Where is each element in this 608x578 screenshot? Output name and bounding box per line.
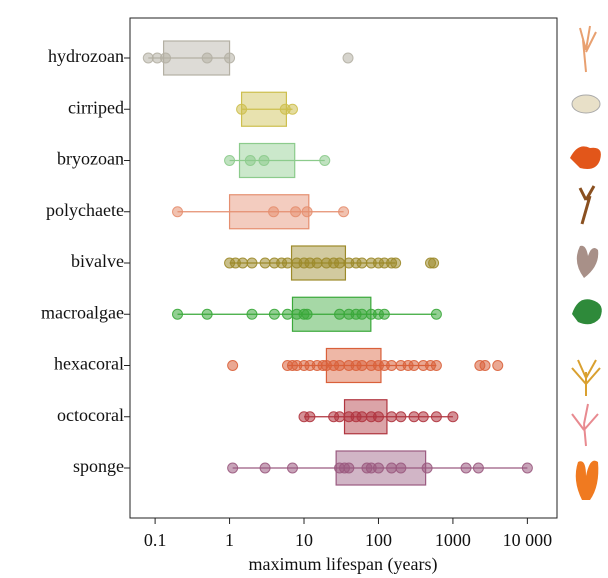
point xyxy=(246,308,258,320)
x-tick-label: 10 xyxy=(295,530,313,550)
icon-bryozoan xyxy=(570,146,601,169)
category-label: cirriped xyxy=(68,97,124,117)
x-axis-label: maximum lifespan (years) xyxy=(249,554,438,575)
point xyxy=(142,52,154,64)
point xyxy=(342,52,354,64)
point xyxy=(334,308,346,320)
point xyxy=(224,155,236,166)
x-tick-label: 1 xyxy=(225,530,234,550)
point xyxy=(408,360,420,371)
box xyxy=(162,40,231,76)
point xyxy=(236,103,248,115)
point xyxy=(356,411,368,423)
point xyxy=(417,411,429,423)
icon-cirriped xyxy=(571,94,601,114)
icons xyxy=(570,25,602,500)
point xyxy=(430,308,442,320)
point xyxy=(372,411,384,423)
point xyxy=(430,360,442,371)
point xyxy=(281,308,293,320)
point xyxy=(492,360,504,371)
point xyxy=(246,257,258,269)
point xyxy=(268,308,280,320)
point xyxy=(160,52,172,64)
point xyxy=(334,257,346,269)
point xyxy=(268,206,280,218)
point xyxy=(334,411,346,423)
point xyxy=(408,411,420,423)
point xyxy=(224,52,236,64)
point xyxy=(356,308,368,320)
x-tick-label: 100 xyxy=(365,530,392,550)
point xyxy=(386,411,398,423)
point xyxy=(479,360,491,371)
box xyxy=(240,91,288,127)
point xyxy=(227,360,239,371)
icon-hydrozoan xyxy=(579,25,597,73)
point xyxy=(343,462,355,474)
point xyxy=(356,257,368,269)
point xyxy=(172,308,184,320)
point xyxy=(472,462,484,474)
point xyxy=(372,462,384,474)
icon-octocoral xyxy=(571,403,599,447)
point xyxy=(395,411,407,423)
icon-polychaete xyxy=(578,185,596,225)
point xyxy=(281,257,293,269)
point xyxy=(227,462,239,474)
x-tick-label: 0.1 xyxy=(144,530,167,550)
x-tick-label: 10 000 xyxy=(503,530,553,550)
category-label: polychaete xyxy=(46,200,124,220)
category-label: bivalve xyxy=(71,251,124,271)
icon-sponge xyxy=(575,460,599,500)
point xyxy=(301,206,313,218)
point xyxy=(286,462,298,474)
point xyxy=(259,462,271,474)
point xyxy=(334,360,346,371)
point xyxy=(460,462,472,474)
point xyxy=(201,52,213,64)
point xyxy=(319,155,331,166)
point xyxy=(259,257,271,269)
plot-frame xyxy=(129,17,558,519)
point xyxy=(386,462,398,474)
point xyxy=(290,206,302,218)
point xyxy=(201,308,213,320)
point xyxy=(244,155,256,166)
category-label: octocoral xyxy=(57,405,124,425)
point xyxy=(258,155,270,166)
icon-bivalve xyxy=(576,245,599,278)
category-label: sponge xyxy=(73,456,124,476)
point xyxy=(395,462,407,474)
category-label: hexacoral xyxy=(54,354,124,374)
point xyxy=(301,308,313,320)
point xyxy=(521,462,533,474)
category-label: macroalgae xyxy=(41,302,124,322)
point xyxy=(386,360,398,371)
category-label: hydrozoan xyxy=(48,46,124,66)
point xyxy=(378,308,390,320)
point xyxy=(338,206,350,218)
point xyxy=(286,103,298,115)
point xyxy=(390,257,402,269)
point xyxy=(304,411,316,423)
point xyxy=(447,411,459,423)
point xyxy=(356,360,368,371)
icon-hexacoral xyxy=(571,359,601,396)
point xyxy=(430,411,442,423)
point xyxy=(428,257,440,269)
icon-macroalgae xyxy=(572,299,602,325)
x-tick-label: 1000 xyxy=(435,530,471,550)
point xyxy=(421,462,433,474)
point xyxy=(311,257,323,269)
point xyxy=(237,257,249,269)
point xyxy=(172,206,184,218)
category-label: bryozoan xyxy=(57,149,124,169)
